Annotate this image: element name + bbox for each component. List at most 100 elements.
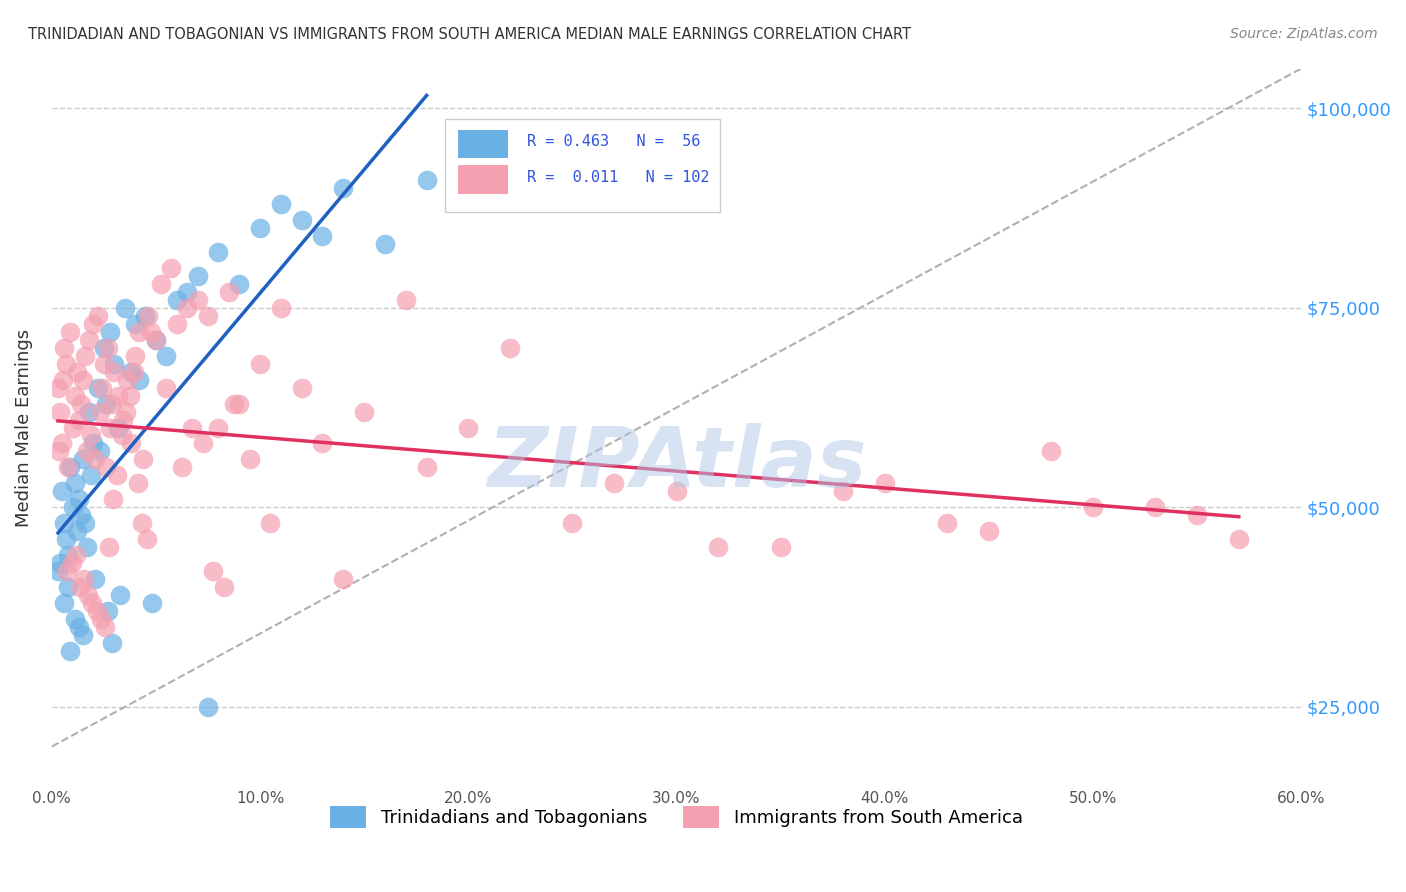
Point bbox=[1227, 532, 1250, 546]
Point bbox=[80, 428, 103, 442]
Point bbox=[97, 604, 120, 618]
Point bbox=[124, 317, 146, 331]
Point bbox=[665, 484, 688, 499]
Point bbox=[60, 556, 83, 570]
Point bbox=[249, 221, 271, 235]
Point bbox=[239, 452, 262, 467]
Point bbox=[395, 293, 418, 307]
Point bbox=[58, 580, 80, 594]
Point bbox=[62, 500, 84, 515]
FancyBboxPatch shape bbox=[458, 165, 508, 194]
Text: ZIPAtlas: ZIPAtlas bbox=[486, 423, 866, 504]
Point bbox=[63, 476, 86, 491]
Point bbox=[561, 516, 583, 531]
Point bbox=[52, 373, 75, 387]
Text: TRINIDADIAN AND TOBAGONIAN VS IMMIGRANTS FROM SOUTH AMERICA MEDIAN MALE EARNINGS: TRINIDADIAN AND TOBAGONIAN VS IMMIGRANTS… bbox=[28, 27, 911, 42]
Point bbox=[936, 516, 959, 531]
Point bbox=[332, 572, 354, 586]
Point bbox=[84, 572, 107, 586]
Point bbox=[48, 444, 70, 458]
FancyBboxPatch shape bbox=[446, 119, 720, 212]
Point bbox=[374, 237, 396, 252]
Point bbox=[1040, 444, 1063, 458]
Point bbox=[101, 636, 124, 650]
Point bbox=[186, 293, 208, 307]
Point bbox=[97, 341, 120, 355]
Point bbox=[191, 436, 214, 450]
Point bbox=[77, 404, 100, 418]
Point bbox=[873, 476, 896, 491]
Point bbox=[291, 381, 314, 395]
Point bbox=[84, 452, 107, 467]
Point bbox=[76, 540, 98, 554]
Point bbox=[707, 540, 730, 554]
Point bbox=[55, 532, 77, 546]
Point bbox=[70, 508, 93, 523]
Point bbox=[181, 420, 204, 434]
Y-axis label: Median Male Earnings: Median Male Earnings bbox=[15, 328, 32, 526]
Text: R = 0.463   N =  56: R = 0.463 N = 56 bbox=[527, 135, 700, 149]
Point bbox=[67, 620, 90, 634]
Point bbox=[270, 301, 292, 315]
Point bbox=[186, 268, 208, 283]
Point bbox=[59, 644, 82, 658]
Point bbox=[207, 245, 229, 260]
Point bbox=[499, 341, 522, 355]
Point bbox=[603, 476, 626, 491]
Point bbox=[89, 404, 111, 418]
Point bbox=[72, 452, 94, 467]
Text: Source: ZipAtlas.com: Source: ZipAtlas.com bbox=[1230, 27, 1378, 41]
Point bbox=[311, 229, 333, 244]
Point bbox=[53, 341, 76, 355]
Point bbox=[105, 468, 128, 483]
Point bbox=[124, 349, 146, 363]
Point bbox=[222, 396, 245, 410]
Point bbox=[80, 468, 103, 483]
Point bbox=[114, 404, 136, 418]
Point bbox=[270, 197, 292, 211]
Point bbox=[82, 436, 104, 450]
Point bbox=[72, 373, 94, 387]
Point bbox=[197, 699, 219, 714]
Point bbox=[98, 420, 121, 434]
Point bbox=[75, 349, 97, 363]
Point bbox=[457, 420, 479, 434]
Point bbox=[86, 604, 108, 618]
Point bbox=[1144, 500, 1167, 515]
Point bbox=[128, 325, 150, 339]
Point bbox=[103, 357, 125, 371]
Point bbox=[332, 181, 354, 195]
Point bbox=[107, 420, 129, 434]
Point bbox=[75, 516, 97, 531]
Point bbox=[82, 596, 104, 610]
Point bbox=[131, 516, 153, 531]
Point bbox=[59, 325, 82, 339]
Point bbox=[115, 373, 138, 387]
Point bbox=[103, 492, 125, 507]
Point bbox=[63, 388, 86, 402]
Point bbox=[212, 580, 235, 594]
Point bbox=[228, 277, 250, 291]
Point bbox=[197, 309, 219, 323]
FancyBboxPatch shape bbox=[458, 129, 508, 158]
Point bbox=[114, 301, 136, 315]
Point bbox=[128, 373, 150, 387]
Point bbox=[53, 516, 76, 531]
Point bbox=[111, 412, 134, 426]
Point bbox=[170, 460, 193, 475]
Point bbox=[176, 285, 198, 299]
Point bbox=[202, 564, 225, 578]
Point bbox=[56, 564, 79, 578]
Point bbox=[98, 325, 121, 339]
Point bbox=[86, 381, 108, 395]
Point bbox=[90, 381, 112, 395]
Point bbox=[145, 333, 167, 347]
Point bbox=[141, 596, 163, 610]
Point bbox=[120, 436, 142, 450]
Point bbox=[69, 580, 91, 594]
Legend: Trinidadians and Tobagonians, Immigrants from South America: Trinidadians and Tobagonians, Immigrants… bbox=[323, 798, 1031, 835]
Point bbox=[353, 404, 375, 418]
Point bbox=[86, 309, 108, 323]
Point bbox=[49, 556, 72, 570]
Point bbox=[110, 588, 132, 602]
